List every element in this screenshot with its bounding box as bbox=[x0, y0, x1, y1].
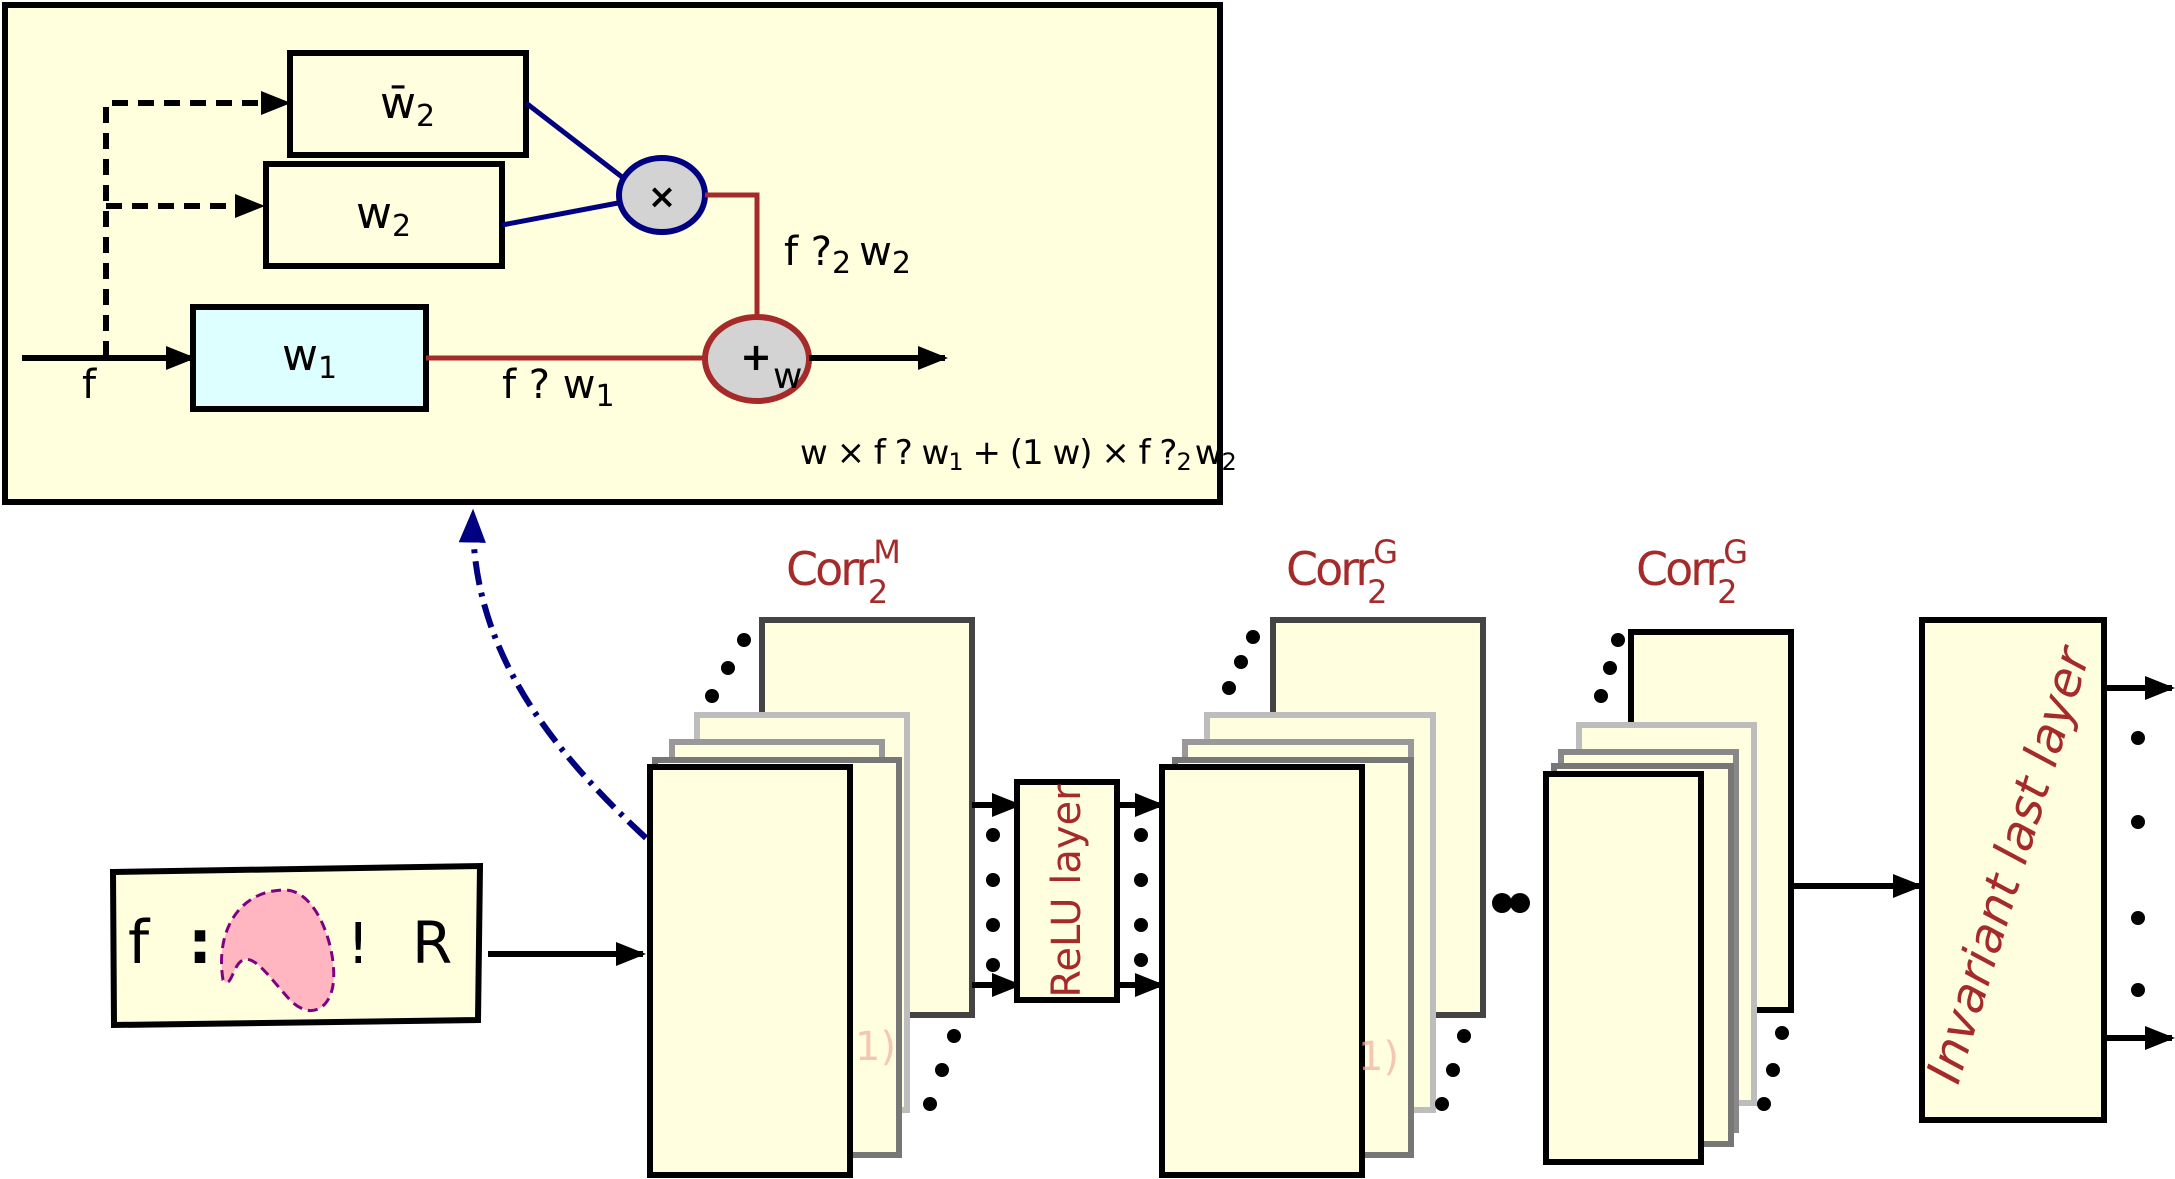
block1-dot-bottom bbox=[923, 1097, 937, 1111]
block2-dot-bottom bbox=[1446, 1063, 1460, 1077]
block2-dot-bottom bbox=[1435, 1097, 1449, 1111]
input-f-label: f bbox=[82, 362, 97, 408]
block3-dot-top bbox=[1594, 689, 1608, 703]
relu-in-dot bbox=[986, 958, 1000, 972]
red-path-mult-to-add bbox=[705, 192, 760, 318]
input-signal-box: f : ! R bbox=[109, 862, 484, 1029]
relu-in-dot bbox=[986, 873, 1000, 887]
block2-layer-front bbox=[1159, 764, 1365, 1178]
domain-shape bbox=[220, 888, 336, 1012]
block1-dot-top bbox=[705, 689, 719, 703]
add-symbol: + bbox=[740, 335, 772, 379]
w1-box bbox=[190, 304, 429, 412]
relu-out-dot bbox=[1134, 828, 1148, 842]
w2-box bbox=[263, 161, 505, 269]
dashed-path-upper bbox=[103, 91, 291, 357]
relu-in-dot bbox=[986, 918, 1000, 932]
line-w2-to-mult bbox=[501, 200, 619, 228]
zoom-link-curve bbox=[458, 508, 649, 841]
input-label-R: R bbox=[412, 909, 452, 977]
formula: w × f ? w1 + (1 w) × f ?2 w2 bbox=[800, 433, 1236, 476]
input-label-colon: : bbox=[188, 908, 212, 978]
block3-dot-bottom bbox=[1757, 1097, 1771, 1111]
w1-label: w1 bbox=[282, 330, 337, 386]
input-label-bang: ! bbox=[347, 912, 369, 977]
between-blocks-dot bbox=[1492, 893, 1512, 913]
block2-title: CorrG 2 bbox=[1286, 533, 1396, 611]
block1-dot-top bbox=[721, 661, 735, 675]
block1-layer-front bbox=[647, 764, 853, 1178]
inset-frame bbox=[2, 2, 1223, 505]
block2-faint-mark: 1) bbox=[1358, 1034, 1399, 1080]
block1-dot-top bbox=[737, 633, 751, 647]
add-weight-label: w bbox=[773, 356, 802, 397]
branch2-label: f ?2 w2 bbox=[784, 229, 911, 281]
output-dot bbox=[2131, 731, 2145, 745]
block3-dot-bottom bbox=[1775, 1026, 1789, 1040]
block3-layer-front bbox=[1543, 771, 1704, 1165]
block3-dot-top bbox=[1611, 633, 1625, 647]
relu-out-dot bbox=[1134, 918, 1148, 932]
relu-out-dot bbox=[1134, 953, 1148, 967]
corr-g-block-1: CorrG 2 1) bbox=[1159, 533, 1486, 1178]
block1-title: CorrM 2 bbox=[786, 533, 898, 611]
input-label-f: f bbox=[128, 908, 151, 978]
branch1-label: f ? w1 bbox=[502, 362, 615, 414]
between-blocks-dot bbox=[1510, 893, 1530, 913]
relu-out-dot bbox=[1134, 873, 1148, 887]
relu-layer: ReLU layer bbox=[1014, 779, 1120, 1003]
block3-title: CorrG 2 bbox=[1636, 533, 1746, 611]
multiply-symbol: × bbox=[648, 177, 677, 217]
block2-dot-top bbox=[1246, 630, 1260, 644]
relu-label: ReLU layer bbox=[1044, 784, 1090, 998]
block1-faint-mark: 1) bbox=[855, 1024, 896, 1070]
last-layer-box bbox=[1919, 617, 2107, 1123]
invariant-last-layer: Invariant last layer bbox=[1916, 617, 2107, 1123]
block2-dot-top bbox=[1234, 655, 1248, 669]
output-dot bbox=[2131, 983, 2145, 997]
block2-dot-bottom bbox=[1457, 1029, 1471, 1043]
output-dot bbox=[2131, 911, 2145, 925]
inset-panel: f w̄2 w2 w1 × f ?2 w2 f ? w1 + w w × f ? … bbox=[2, 2, 1237, 505]
corr-m-block: CorrM 2 1) bbox=[647, 533, 975, 1178]
line-w2bar-to-mult bbox=[524, 101, 624, 179]
block3-dot-top bbox=[1603, 661, 1617, 675]
block1-dot-bottom bbox=[947, 1029, 961, 1043]
relu-box bbox=[1014, 779, 1120, 1003]
w2-bar-label: w̄2 bbox=[380, 78, 435, 134]
relu-in-dot bbox=[986, 828, 1000, 842]
block2-dot-top bbox=[1222, 681, 1236, 695]
output-dot bbox=[2131, 815, 2145, 829]
block1-dot-bottom bbox=[935, 1063, 949, 1077]
block3-dot-bottom bbox=[1766, 1063, 1780, 1077]
w2-label: w2 bbox=[356, 188, 411, 244]
corr-g-block-2: CorrG 2 bbox=[1543, 533, 1794, 1165]
